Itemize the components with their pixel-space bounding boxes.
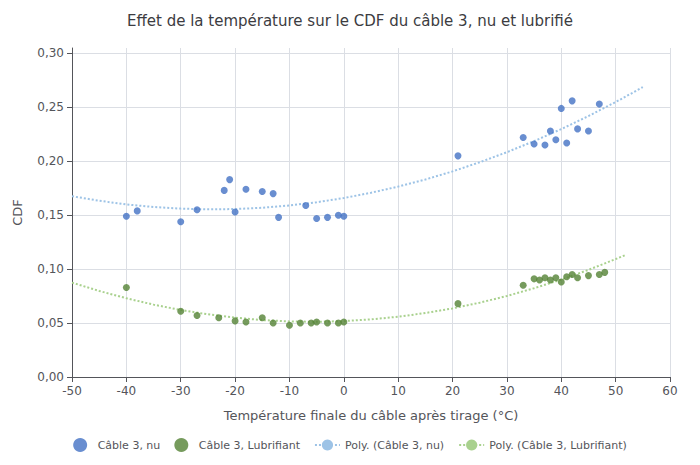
- svg-text:Effet de la température sur le: Effet de la température sur le CDF du câ…: [127, 12, 573, 30]
- svg-text:0,25: 0,25: [37, 100, 64, 114]
- svg-text:Poly. (Câble 3, nu): Poly. (Câble 3, nu): [345, 439, 444, 452]
- svg-text:0,10: 0,10: [37, 262, 64, 276]
- svg-text:Câble 3, nu: Câble 3, nu: [98, 439, 161, 452]
- svg-text:Câble 3, Lubrifiant: Câble 3, Lubrifiant: [199, 439, 301, 452]
- svg-text:30: 30: [499, 384, 514, 398]
- svg-text:0,05: 0,05: [37, 316, 64, 330]
- svg-text:Température finale du câble ap: Température finale du câble après tirage…: [223, 408, 519, 423]
- svg-text:0,00: 0,00: [37, 370, 64, 384]
- svg-text:20: 20: [445, 384, 460, 398]
- svg-text:Poly. (Câble 3, Lubrifiant): Poly. (Câble 3, Lubrifiant): [489, 439, 627, 452]
- svg-text:-20: -20: [225, 384, 245, 398]
- svg-text:-50: -50: [62, 384, 82, 398]
- svg-text:10: 10: [391, 384, 406, 398]
- svg-text:0,15: 0,15: [37, 208, 64, 222]
- svg-text:60: 60: [662, 384, 677, 398]
- svg-text:0,20: 0,20: [37, 154, 64, 168]
- svg-text:-10: -10: [280, 384, 300, 398]
- svg-text:40: 40: [554, 384, 569, 398]
- svg-text:50: 50: [608, 384, 623, 398]
- svg-text:-30: -30: [171, 384, 191, 398]
- svg-text:0,30: 0,30: [37, 46, 64, 60]
- svg-text:-40: -40: [117, 384, 137, 398]
- svg-text:CDF: CDF: [10, 199, 25, 226]
- svg-text:0: 0: [340, 384, 348, 398]
